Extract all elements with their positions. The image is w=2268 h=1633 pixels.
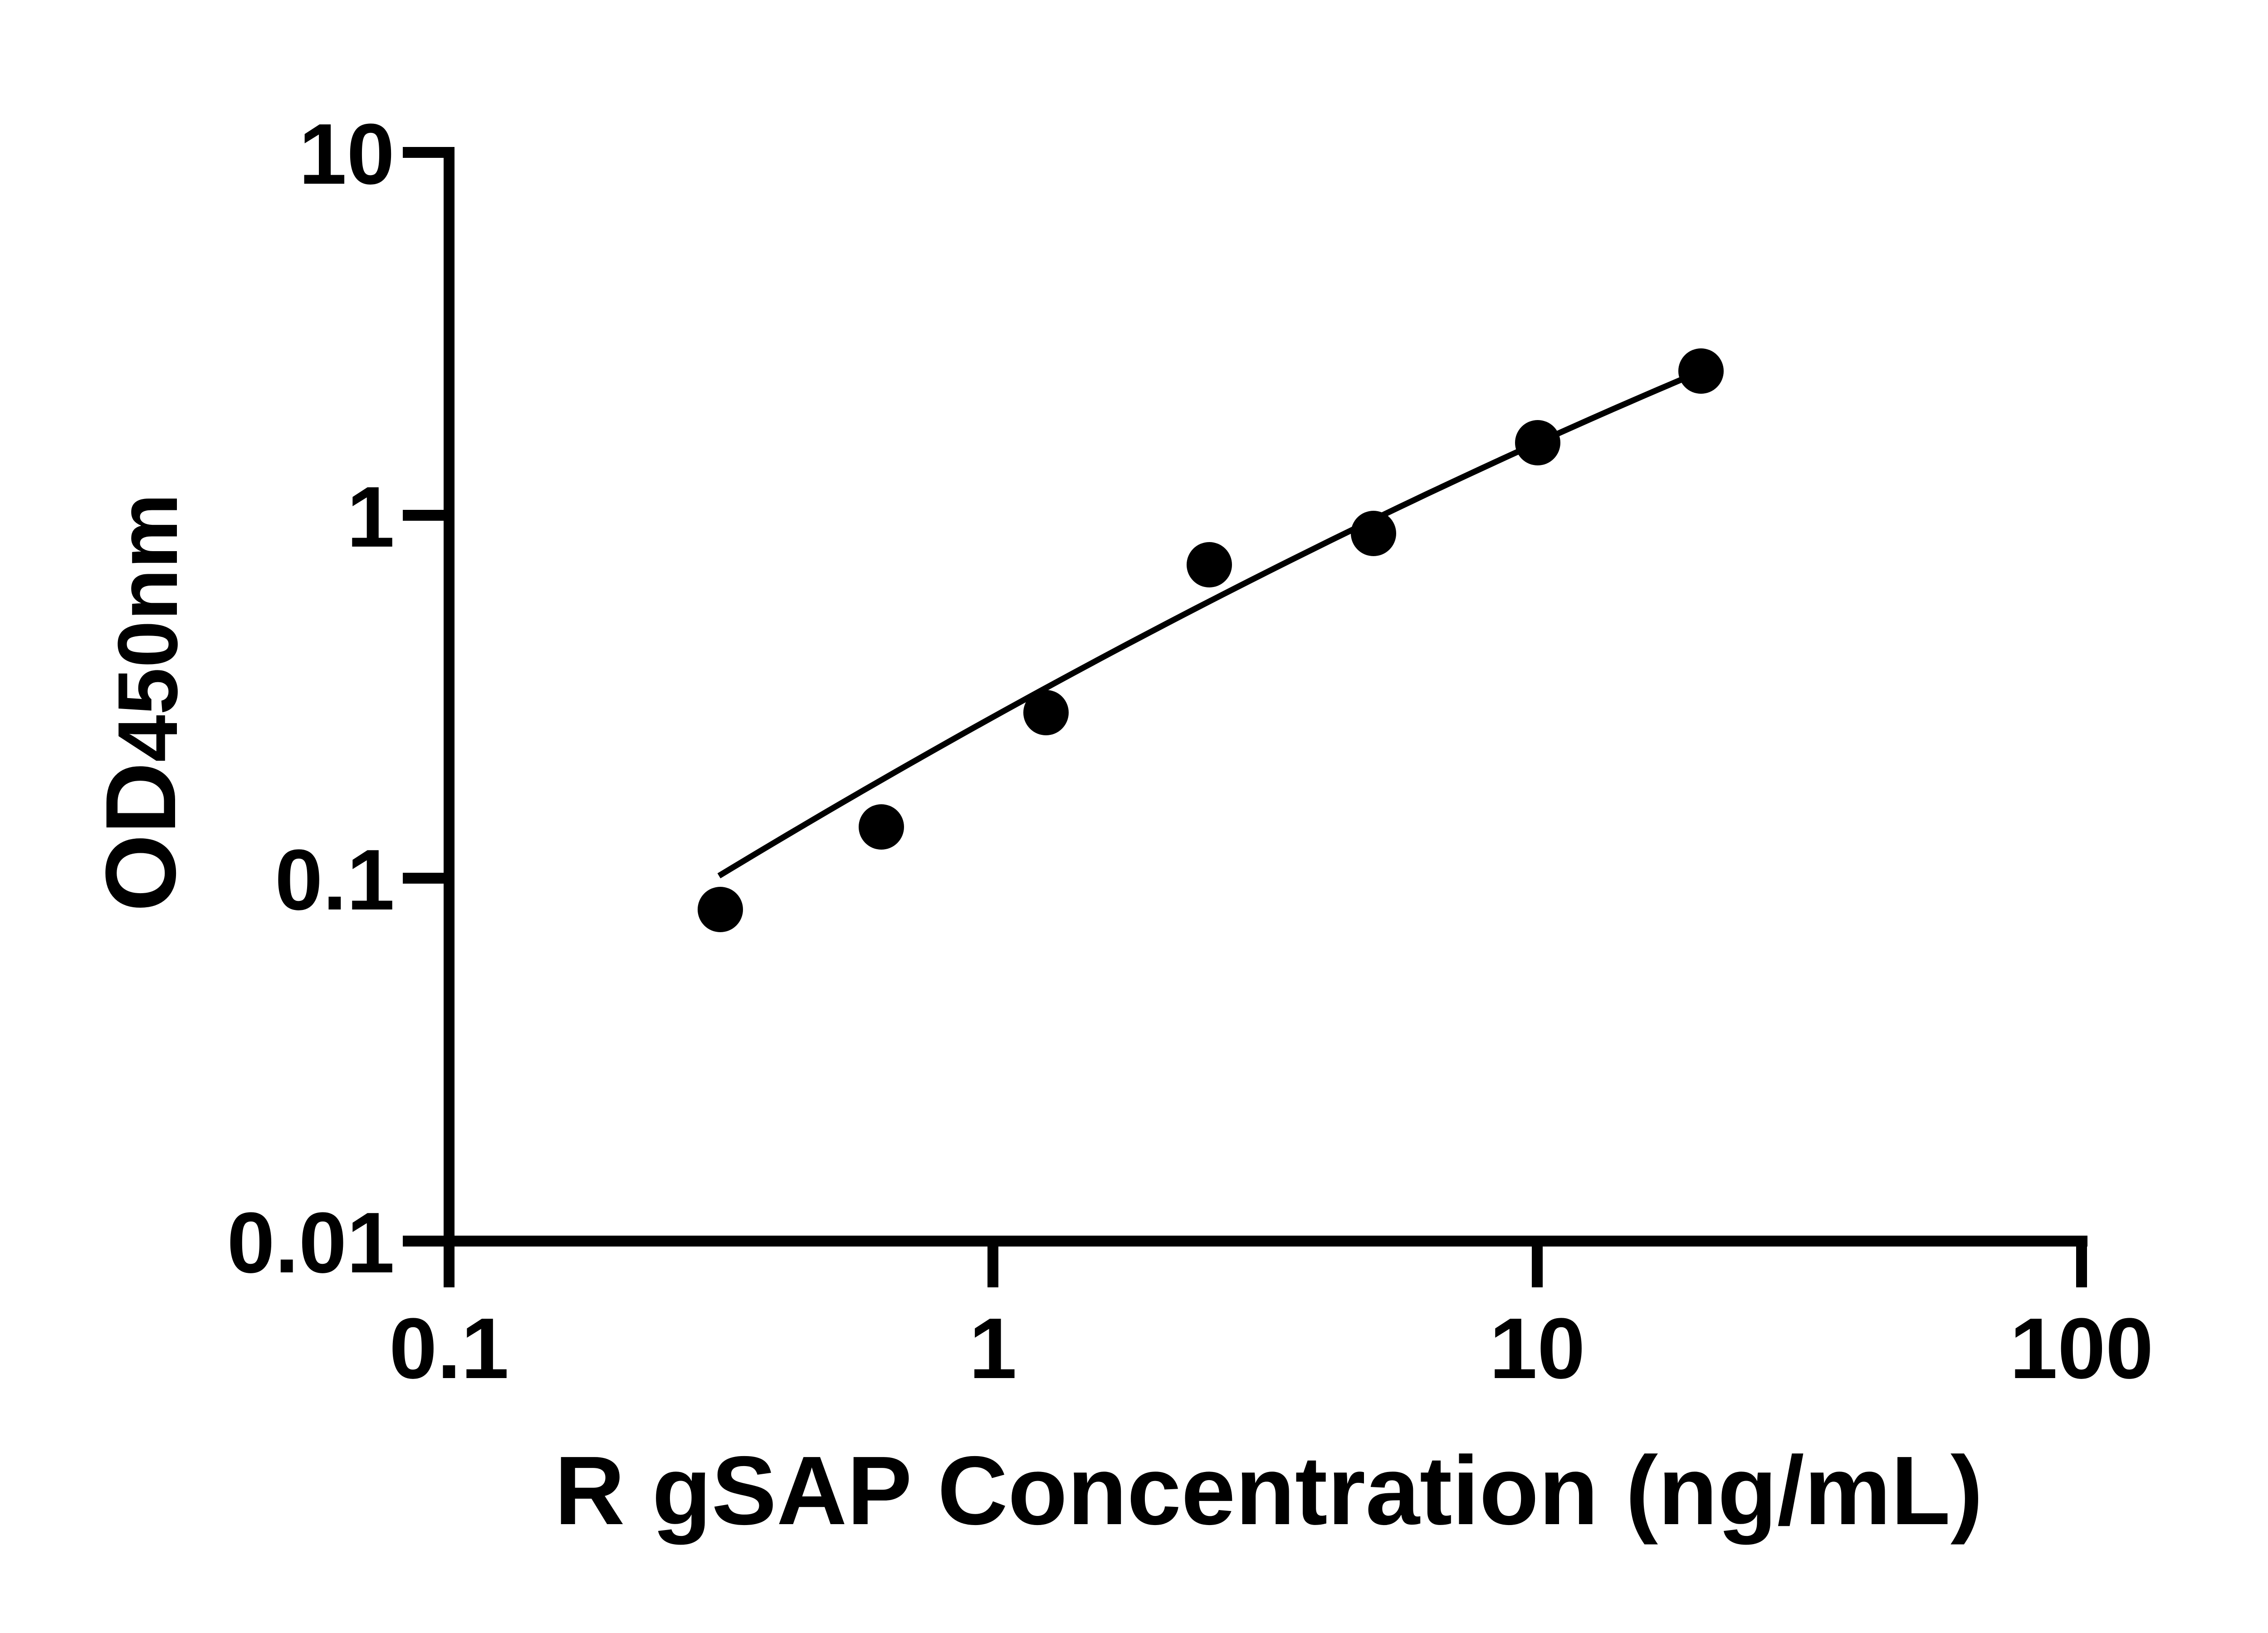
svg-text:OD450nm: OD450nm [85,493,196,912]
svg-text:1: 1 [969,1301,1017,1397]
svg-text:0.01: 0.01 [227,1195,395,1291]
svg-text:R gSAP Concentration (ng/mL): R gSAP Concentration (ng/mL) [554,1436,1983,1545]
svg-text:0.1: 0.1 [389,1301,509,1397]
svg-text:10: 10 [1489,1301,1585,1397]
svg-text:10: 10 [299,106,395,202]
svg-text:100: 100 [2009,1301,2153,1397]
svg-text:1: 1 [347,469,395,565]
svg-text:0.1: 0.1 [275,832,395,928]
